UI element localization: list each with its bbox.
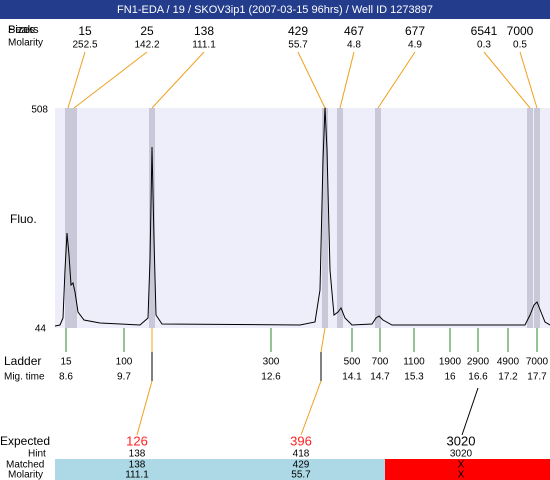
mig-time: 14.7 bbox=[370, 372, 390, 383]
peak-molarity: 111.1 bbox=[192, 40, 216, 51]
ladder-size: 700 bbox=[372, 357, 389, 368]
peak-link bbox=[151, 51, 205, 109]
peak-link bbox=[67, 51, 86, 109]
expected-size: 396 bbox=[290, 433, 312, 448]
unmatched-bg bbox=[385, 459, 550, 480]
peak-molarity: 0.5 bbox=[513, 40, 527, 51]
peak-size: 467 bbox=[344, 24, 364, 38]
peak-link bbox=[377, 51, 416, 109]
ladder-size: 2900 bbox=[467, 357, 490, 368]
peak-band bbox=[534, 108, 540, 328]
ladder-size: 500 bbox=[344, 357, 361, 368]
link-line bbox=[461, 387, 479, 436]
peak-molarity: 0.3 bbox=[477, 40, 491, 51]
matched: X bbox=[458, 460, 465, 471]
peak-band bbox=[527, 108, 533, 328]
ladder-size: 15 bbox=[60, 357, 72, 368]
peak-size: 7000 bbox=[507, 24, 534, 38]
plot-area bbox=[55, 108, 550, 328]
peak-size: 15 bbox=[78, 24, 92, 38]
matched-molarity: 111.1 bbox=[125, 470, 149, 480]
peak-band bbox=[337, 108, 343, 328]
molarity-label: Molarity bbox=[8, 38, 43, 49]
link-line bbox=[136, 380, 153, 436]
link-line bbox=[320, 327, 326, 353]
peak-size: 6541 bbox=[471, 24, 498, 38]
mig-time: 15.3 bbox=[404, 372, 424, 383]
matched: 138 bbox=[129, 460, 146, 471]
matched: 429 bbox=[293, 460, 310, 471]
title-bar bbox=[0, 0, 550, 19]
hint: 138 bbox=[129, 449, 146, 460]
peak-band bbox=[65, 108, 71, 328]
mig-time: 17.2 bbox=[498, 372, 518, 383]
peaks-label: Peaks bbox=[8, 24, 39, 36]
mig-time: 12.6 bbox=[261, 372, 281, 383]
title: FN1-EDA / 19 / SKOV3ip1 (2007-03-15 96hr… bbox=[117, 4, 433, 16]
y-min: 44 bbox=[35, 324, 47, 335]
trace bbox=[54, 106, 550, 327]
matched-molarity: 55.7 bbox=[291, 470, 311, 480]
peak-link bbox=[73, 51, 148, 109]
sizes-label: Sizes bbox=[8, 24, 35, 36]
ladder-size: 100 bbox=[116, 357, 133, 368]
ladder-size: 1100 bbox=[403, 357, 425, 368]
matched-molarity: X bbox=[458, 470, 465, 480]
peak-size: 429 bbox=[288, 24, 308, 38]
ladder-label: Ladder bbox=[4, 354, 41, 368]
hint: 3020 bbox=[450, 449, 473, 460]
expected-label: Expected bbox=[0, 434, 50, 448]
peak-size: 677 bbox=[405, 24, 425, 38]
matched-label: Matched bbox=[6, 460, 44, 471]
mig-time: 16.6 bbox=[468, 372, 488, 383]
y-max: 508 bbox=[31, 105, 48, 116]
hint-label: Hint bbox=[28, 449, 46, 460]
ladder-size: 300 bbox=[263, 357, 280, 368]
hint: 418 bbox=[293, 449, 310, 460]
link-line bbox=[300, 380, 322, 436]
peak-molarity: 142.2 bbox=[134, 40, 159, 51]
peak-band bbox=[322, 108, 328, 328]
mig-time: 16 bbox=[444, 372, 456, 383]
peak-link bbox=[519, 51, 538, 109]
peak-link bbox=[297, 51, 326, 109]
ladder-size: 4900 bbox=[497, 357, 520, 368]
mig-time: 8.6 bbox=[59, 372, 73, 383]
ladder-size: 7000 bbox=[526, 357, 549, 368]
peak-band bbox=[375, 108, 381, 328]
mig-time: 9.7 bbox=[117, 372, 131, 383]
mig-label: Mig. time bbox=[4, 372, 45, 383]
matched-bg bbox=[55, 459, 385, 480]
expected-size: 3020 bbox=[447, 433, 476, 448]
expected-size: 126 bbox=[126, 433, 148, 448]
mig-time: 17.7 bbox=[527, 372, 547, 383]
peak-band bbox=[149, 108, 155, 328]
y-label: Fluo. bbox=[10, 212, 37, 226]
peak-molarity: 4.8 bbox=[347, 40, 361, 51]
peak-size: 25 bbox=[140, 24, 154, 38]
peak-size: 138 bbox=[194, 24, 214, 38]
peak-link bbox=[483, 51, 531, 109]
peak-band bbox=[71, 108, 77, 328]
peak-molarity: 55.7 bbox=[288, 40, 308, 51]
mig-time: 14.1 bbox=[342, 372, 362, 383]
ladder-size: 1900 bbox=[439, 357, 462, 368]
peak-molarity: 4.9 bbox=[408, 40, 422, 51]
peak-link bbox=[339, 51, 355, 109]
peak-molarity: 252.5 bbox=[72, 40, 97, 51]
row-molarity-label: Molarity bbox=[8, 470, 43, 480]
